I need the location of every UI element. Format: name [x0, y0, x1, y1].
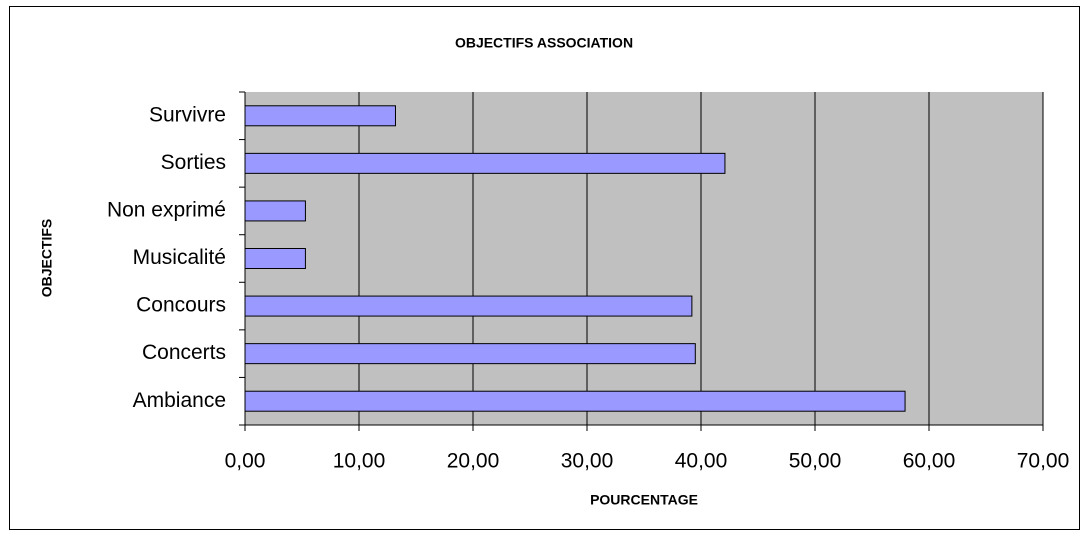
bar [244, 390, 906, 412]
x-tick-label: 70,00 [1017, 450, 1070, 473]
bar [244, 200, 306, 222]
x-tick-label: 50,00 [789, 450, 842, 473]
bar [244, 248, 306, 269]
x-tick-label: 30,00 [561, 450, 614, 473]
y-tick-label: Survivre [149, 103, 226, 126]
x-tick-label: 10,00 [333, 450, 386, 473]
y-tick-label: Concours [136, 294, 226, 317]
x-tick-label: 20,00 [447, 450, 500, 473]
y-axis-title: OBJECTIFS [39, 219, 55, 298]
y-tick-label: Musicalité [133, 246, 226, 269]
bar [244, 105, 396, 127]
x-tick-label: 0,00 [225, 450, 266, 473]
y-tick-label: Ambiance [133, 389, 226, 412]
y-tick-label: Sorties [161, 151, 226, 174]
x-tick-label: 60,00 [903, 450, 956, 473]
bar [244, 343, 696, 365]
plot-area [245, 92, 1043, 425]
y-tick-label: Non exprimé [107, 198, 226, 221]
x-tick-label: 40,00 [675, 450, 728, 473]
y-tick-label: Concerts [142, 341, 226, 364]
bar [244, 152, 726, 174]
bar [244, 295, 693, 317]
chart-title: OBJECTIFS ASSOCIATION [455, 35, 633, 51]
x-axis-title: POURCENTAGE [590, 492, 698, 508]
